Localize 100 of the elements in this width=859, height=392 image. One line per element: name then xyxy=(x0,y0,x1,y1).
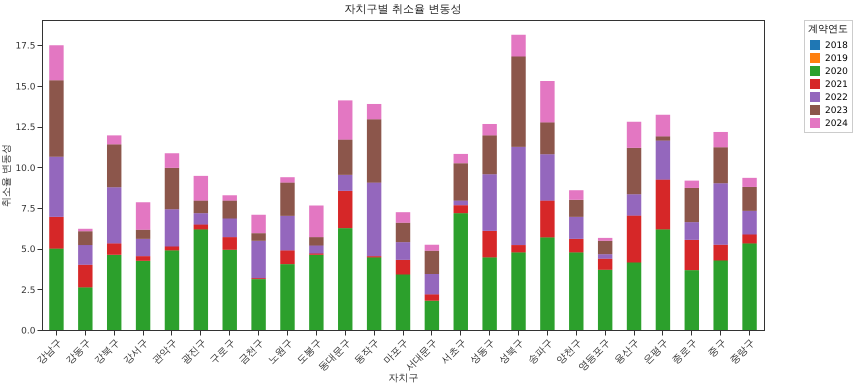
bar xyxy=(164,209,180,247)
bar xyxy=(656,180,670,230)
y-tick-label: 5.0 xyxy=(21,245,36,256)
bar xyxy=(136,238,150,256)
x-tick-label: 중구 xyxy=(706,338,728,360)
bar xyxy=(742,178,757,187)
bar xyxy=(222,195,237,201)
bar xyxy=(713,183,728,245)
bar xyxy=(49,45,64,80)
bar xyxy=(309,206,324,238)
bar xyxy=(338,228,352,330)
bar xyxy=(482,257,497,330)
bar xyxy=(684,188,700,222)
bar xyxy=(424,274,440,294)
bar xyxy=(540,237,555,330)
bar xyxy=(396,212,410,223)
bar xyxy=(684,222,700,240)
bar xyxy=(78,231,93,246)
bar xyxy=(656,114,670,136)
bar xyxy=(78,264,93,288)
bar xyxy=(164,168,180,210)
y-tick-label: 7.5 xyxy=(21,204,36,214)
bar xyxy=(569,200,584,217)
bar xyxy=(742,210,757,234)
bar xyxy=(280,182,295,216)
bar xyxy=(713,260,728,330)
bar xyxy=(626,216,642,262)
bar xyxy=(49,156,64,217)
bar xyxy=(598,238,612,241)
y-axis-title: 취소율 변동성 xyxy=(1,144,12,208)
y-tick-label: 15.0 xyxy=(15,82,36,92)
bar xyxy=(251,279,266,330)
bar xyxy=(424,250,440,274)
legend-label: 2019 xyxy=(825,54,848,64)
y-tick-label: 2.5 xyxy=(21,286,36,296)
bar xyxy=(569,216,584,239)
bar xyxy=(366,104,382,120)
bar xyxy=(280,216,295,250)
legend-label: 2021 xyxy=(825,80,848,90)
bar xyxy=(598,240,612,254)
legend-title: 계약연도 xyxy=(808,24,848,35)
bar xyxy=(251,240,266,278)
bar xyxy=(366,119,382,183)
bar xyxy=(742,186,757,211)
y-tick-label: 10.0 xyxy=(15,164,36,174)
bar xyxy=(713,147,728,184)
bar xyxy=(540,154,555,201)
bar xyxy=(366,182,382,256)
chart-title: 자치구별 취소율 변동성 xyxy=(344,2,462,16)
bar xyxy=(482,124,497,136)
bar xyxy=(106,144,122,188)
bar xyxy=(78,245,93,265)
bar xyxy=(49,216,64,249)
legend-label: 2022 xyxy=(825,93,848,103)
bar xyxy=(511,56,526,147)
bar xyxy=(454,213,468,330)
bar xyxy=(136,230,150,239)
bar xyxy=(656,136,670,141)
legend-label: 2024 xyxy=(825,119,848,129)
legend-label: 2023 xyxy=(825,106,848,116)
bar xyxy=(194,213,208,225)
bar xyxy=(338,190,352,228)
bar xyxy=(136,202,150,230)
bar xyxy=(366,257,382,330)
bar xyxy=(280,250,295,264)
bar xyxy=(222,250,237,330)
bar xyxy=(454,205,468,214)
bar xyxy=(222,200,237,219)
bar xyxy=(396,260,410,275)
bar xyxy=(338,100,352,140)
bar xyxy=(626,194,642,216)
bar xyxy=(222,237,237,250)
bar xyxy=(454,154,468,164)
bar xyxy=(482,230,497,258)
bar xyxy=(656,140,670,180)
bar xyxy=(656,229,670,330)
bar xyxy=(684,180,700,188)
bar xyxy=(106,135,122,144)
bar xyxy=(309,254,324,330)
bar xyxy=(194,224,208,230)
bar xyxy=(106,187,122,244)
bar xyxy=(454,163,468,201)
bar xyxy=(194,200,208,214)
bar xyxy=(424,294,440,301)
bar xyxy=(742,243,757,330)
bar xyxy=(598,258,612,270)
bar xyxy=(251,214,266,234)
bar xyxy=(49,80,64,157)
bar xyxy=(424,300,440,330)
x-axis-title: 자치구 xyxy=(388,372,418,384)
bar xyxy=(280,177,295,183)
bar xyxy=(106,243,122,255)
bar xyxy=(251,233,266,241)
bar xyxy=(626,148,642,194)
bar xyxy=(222,218,237,238)
bar xyxy=(569,252,584,330)
bar xyxy=(684,240,700,270)
bar xyxy=(396,274,410,330)
bar xyxy=(713,244,728,261)
bar xyxy=(511,245,526,252)
